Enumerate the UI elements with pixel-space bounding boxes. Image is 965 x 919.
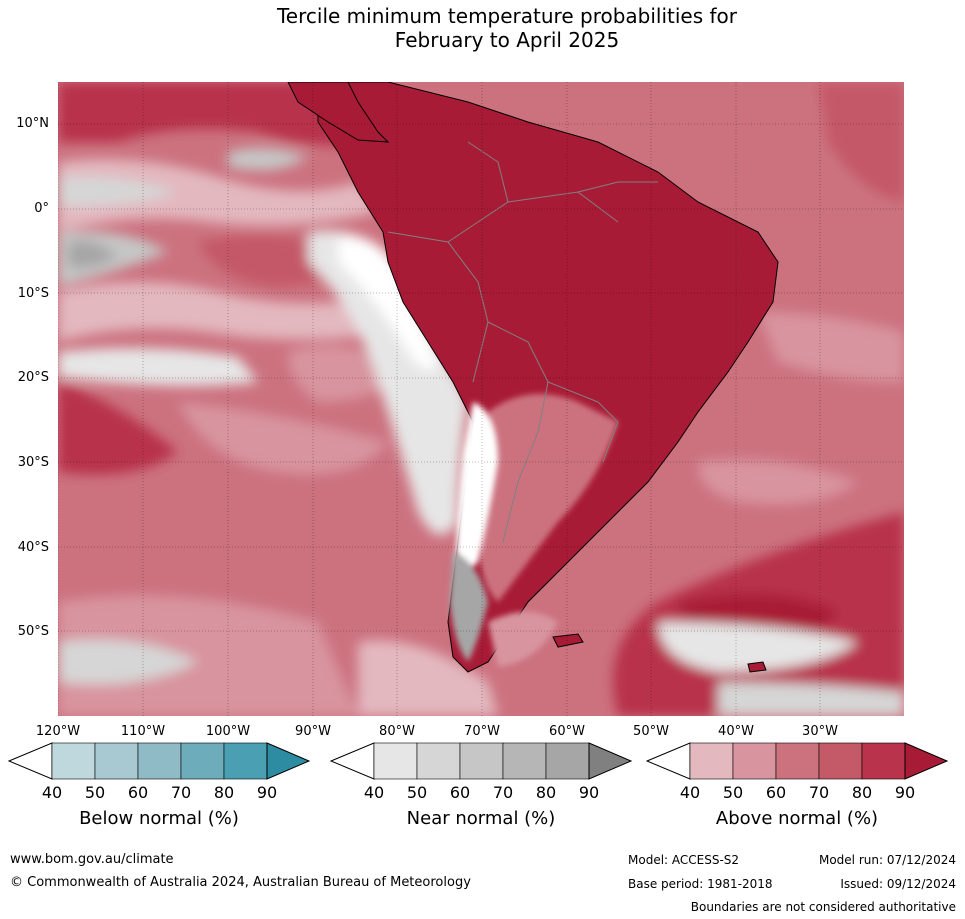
title-line-2: February to April 2025 [394,28,620,52]
lat-label-40s: 40°S [17,540,49,555]
lon-label-90w: 90°W [295,724,331,739]
near-tick: 50 [406,783,428,802]
lon-label-110w: 110°W [120,724,166,739]
lon-label-60w: 60°W [549,724,585,739]
above-tick: 80 [851,783,873,802]
country-borders [387,141,658,543]
probability-fields [58,82,904,716]
above-tick: 40 [679,783,701,802]
lon-label-40w: 40°W [718,724,754,739]
above-normal-colorbar [646,742,948,780]
above-tick: 50 [722,783,744,802]
below-tick: 80 [213,783,235,802]
below-tick: 50 [84,783,106,802]
near-tick: 70 [492,783,514,802]
near-tick: 90 [578,783,600,802]
central-america [287,82,767,673]
issued-text: Issued: 09/12/2024 [840,877,956,891]
near-normal-colorbar [330,742,632,780]
disclaimer-text: Boundaries are not considered authoritat… [690,900,956,914]
above-tick: 90 [894,783,916,802]
lon-label-120w: 120°W [35,724,81,739]
lat-label-10s: 10°S [17,286,49,301]
above-tick: 70 [808,783,830,802]
lon-label-30w: 30°W [802,724,838,739]
lat-label-50s: 50°S [17,624,49,639]
base-period-text: Base period: 1981-2018 [628,877,773,891]
below-tick: 90 [256,783,278,802]
near-tick: 40 [363,783,385,802]
map-svg [58,82,904,716]
below-tick: 60 [127,783,149,802]
lon-label-70w: 70°W [464,724,500,739]
above-normal-label: Above normal (%) [715,808,879,829]
above-tick: 60 [765,783,787,802]
website-link[interactable]: www.bom.gov.au/climate [10,852,174,867]
lon-label-80w: 80°W [379,724,415,739]
near-tick: 80 [535,783,557,802]
graticule [58,82,904,716]
lat-label-20s: 20°S [17,370,49,385]
lat-label-0: 0° [34,201,49,216]
below-tick: 70 [170,783,192,802]
lat-label-30s: 30°S [17,455,49,470]
probability-map [58,82,904,716]
below-normal-label: Below normal (%) [79,808,239,829]
near-normal-label: Near normal (%) [406,808,556,829]
near-tick: 60 [449,783,471,802]
below-normal-colorbar [8,742,310,780]
title-line-1: Tercile minimum temperature probabilitie… [276,4,738,28]
lon-label-50w: 50°W [633,724,669,739]
lon-label-100w: 100°W [205,724,251,739]
copyright-text: © Commonwealth of Australia 2024, Austra… [10,875,471,890]
model-run-text: Model run: 07/12/2024 [818,853,956,867]
below-tick: 40 [41,783,63,802]
model-text: Model: ACCESS-S2 [628,853,740,867]
lat-label-10n: 10°N [16,116,49,131]
map-title: Tercile minimum temperature probabilitie… [0,4,965,52]
south-america-land [317,82,779,673]
